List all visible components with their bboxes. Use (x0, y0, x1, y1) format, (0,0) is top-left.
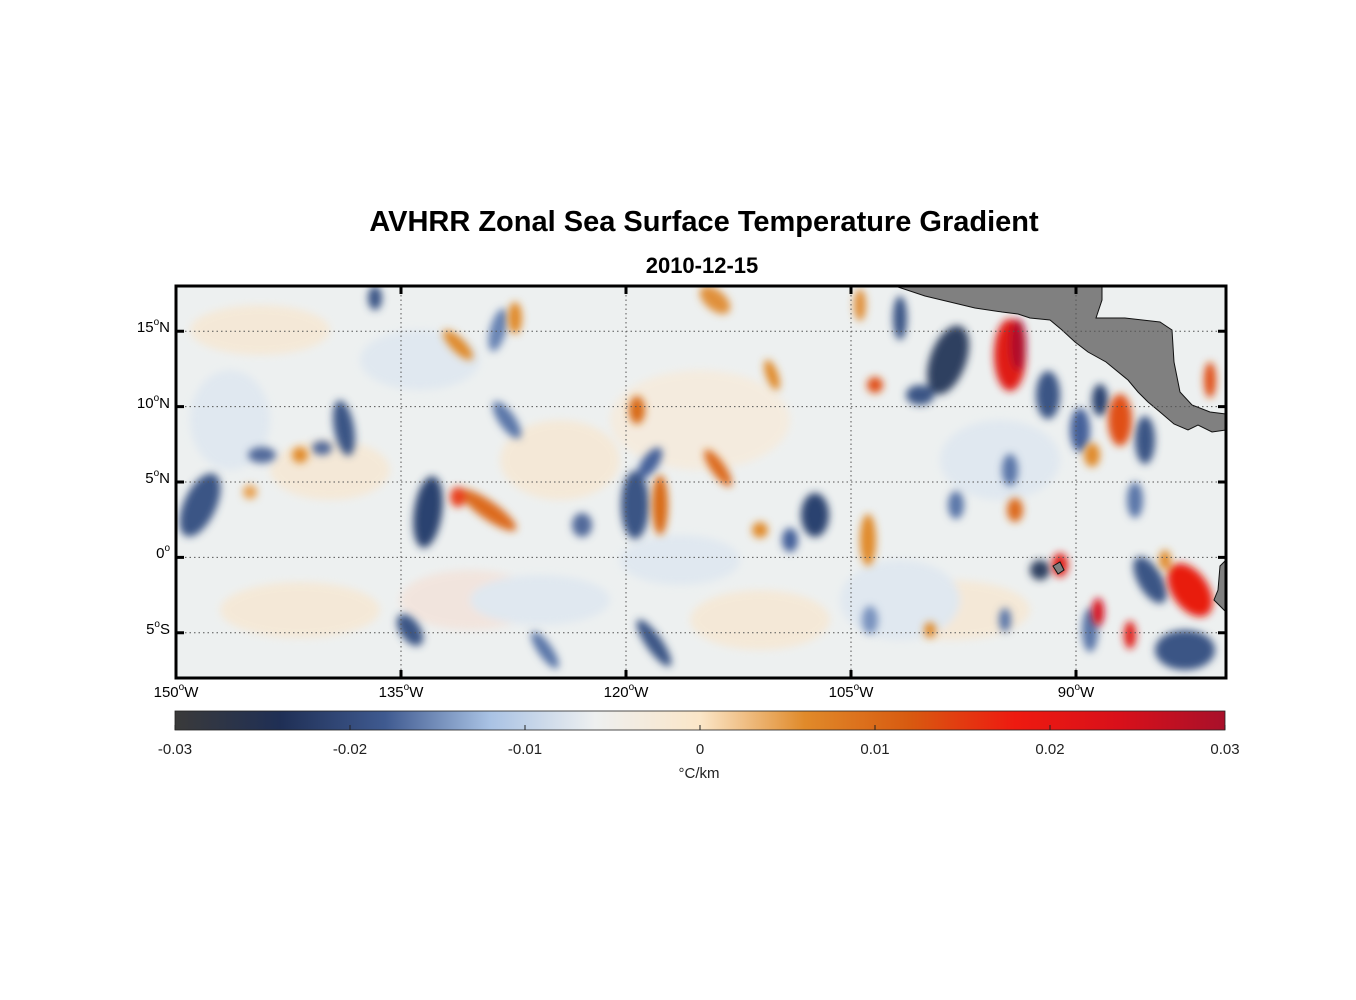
colorbar-tick-label: 0 (695, 741, 705, 758)
colorbar (174, 710, 1226, 731)
y-tick-label: 5oN (145, 468, 170, 487)
y-tick-label: 10oN (136, 392, 170, 412)
positive-gradient-features (243, 286, 1216, 649)
y-tick-label: 15oN (136, 317, 170, 337)
colorbar-ticks (174, 725, 1226, 730)
negative-gradient-features (179, 286, 1215, 670)
map-frame (174, 284, 1228, 680)
colorbar-tick-label: -0.01 (507, 741, 543, 758)
central-america-land (894, 286, 1226, 433)
map-plot-area (174, 284, 1228, 680)
colorbar-tick-label: -0.03 (157, 741, 193, 758)
x-tick-label: 150oW (153, 682, 199, 701)
colorbar-tick-label: 0.03 (1210, 741, 1240, 758)
x-tick-label: 90oW (1057, 682, 1095, 701)
colorbar-tick-label: 0.02 (1035, 741, 1065, 758)
map-title: AVHRR Zonal Sea Surface Temperature Grad… (369, 206, 1039, 238)
map-subtitle: 2010-12-15 (645, 253, 759, 278)
colorbar-tick-label: 0.01 (860, 741, 890, 758)
land-masses (894, 286, 1226, 613)
colorbar-label: °C/km (678, 765, 720, 782)
x-tick-label: 120oW (603, 682, 649, 701)
y-tick-label: 5oS (146, 618, 170, 638)
colorbar-tick-label: -0.02 (332, 741, 368, 758)
x-tick-label: 135oW (378, 682, 424, 701)
gradient-field (179, 286, 1226, 670)
x-tick-label: 105oW (828, 682, 874, 701)
south-america-land (1213, 559, 1226, 613)
galapagos-islands (1052, 561, 1065, 575)
y-tick-label: 0o (156, 543, 170, 563)
